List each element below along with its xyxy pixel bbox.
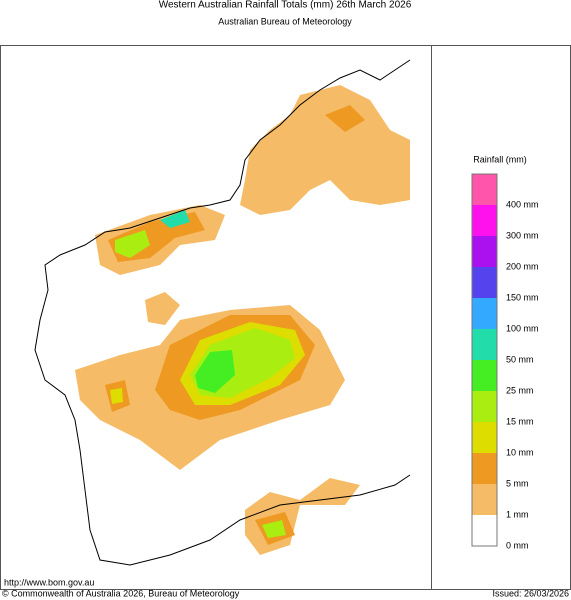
legend-title: Rainfall (mm) — [473, 154, 527, 164]
legend-swatch — [472, 329, 497, 360]
rain-area — [110, 388, 123, 404]
legend-swatch — [472, 453, 497, 484]
legend-swatch — [472, 391, 497, 422]
rain-areas — [75, 85, 410, 555]
legend-label: 15 mm — [506, 416, 534, 426]
legend-frame — [431, 45, 571, 590]
footer-copyright: © Commonwealth of Australia 2026, Bureau… — [2, 588, 240, 598]
legend-label: 25 mm — [506, 385, 534, 395]
legend-label: 100 mm — [506, 323, 539, 333]
legend-border — [471, 173, 498, 547]
legend-swatch — [472, 267, 497, 298]
legend-label: 10 mm — [506, 447, 534, 457]
legend-label: 400 mm — [506, 199, 539, 209]
legend-swatch — [472, 298, 497, 329]
subtitle: Australian Bureau of Meteorology — [218, 16, 352, 26]
footer-url: http://www.bom.gov.au — [4, 577, 94, 587]
rain-area — [245, 478, 360, 555]
legend-swatch — [472, 174, 497, 205]
footer-issued: Issued: 26/03/2026 — [492, 588, 569, 598]
legend-swatch — [472, 360, 497, 391]
rain-area — [160, 210, 190, 228]
legend-label: 0 mm — [506, 540, 529, 550]
legend-swatch — [472, 484, 497, 515]
legend-label: 300 mm — [506, 230, 539, 240]
rain-area — [195, 350, 235, 393]
rain-area — [325, 105, 365, 132]
title: Western Australian Rainfall Totals (mm) … — [159, 0, 412, 11]
legend-label: 5 mm — [506, 478, 529, 488]
legend-label: 50 mm — [506, 354, 534, 364]
rain-area — [145, 292, 180, 325]
rain-area — [115, 230, 150, 258]
legend-swatch — [472, 515, 497, 546]
rain-area — [262, 520, 286, 538]
legend-swatch — [472, 236, 497, 267]
coastline — [34, 59, 411, 566]
legend-swatch — [472, 205, 497, 236]
legend-label: 1 mm — [506, 509, 529, 519]
rain-area — [240, 85, 410, 215]
legend-label: 200 mm — [506, 261, 539, 271]
legend-swatch — [472, 422, 497, 453]
legend: 400 mm 300 mm 200 mm 150 mm 100 mm 50 mm 25 mm… — [472, 174, 539, 550]
legend-label: 150 mm — [506, 292, 539, 302]
